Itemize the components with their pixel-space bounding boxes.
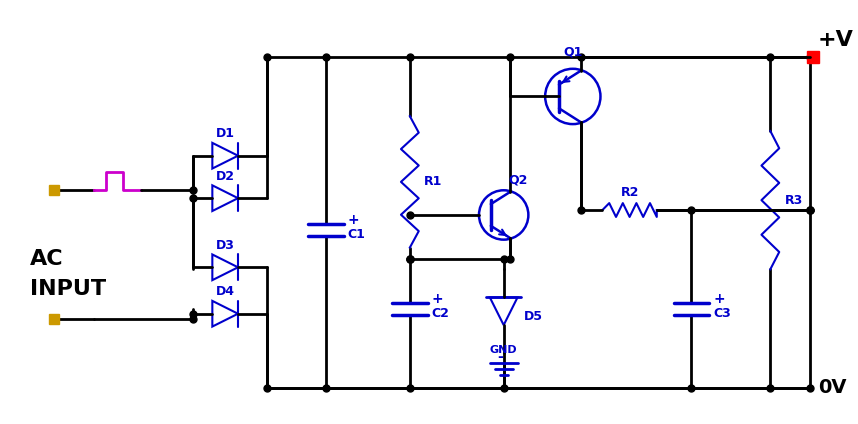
Text: AC: AC bbox=[30, 249, 63, 269]
Text: +V: +V bbox=[818, 30, 854, 50]
Text: D1: D1 bbox=[215, 128, 235, 140]
Text: +: + bbox=[713, 292, 725, 306]
Text: R2: R2 bbox=[620, 186, 639, 199]
Text: Q1: Q1 bbox=[563, 45, 583, 59]
Text: GND: GND bbox=[490, 345, 517, 355]
Text: INPUT: INPUT bbox=[30, 279, 106, 299]
Text: D5: D5 bbox=[523, 310, 542, 323]
Text: D2: D2 bbox=[215, 170, 235, 183]
Text: Q2: Q2 bbox=[509, 174, 528, 187]
Text: +: + bbox=[432, 292, 444, 306]
Text: D3: D3 bbox=[215, 239, 234, 252]
Text: D4: D4 bbox=[215, 285, 235, 298]
Text: R3: R3 bbox=[785, 194, 803, 206]
Text: C2: C2 bbox=[432, 307, 450, 320]
Text: +: + bbox=[347, 213, 360, 227]
Text: -: - bbox=[497, 350, 503, 364]
Text: R1: R1 bbox=[424, 176, 442, 188]
Text: C3: C3 bbox=[713, 307, 731, 320]
Text: C1: C1 bbox=[347, 228, 366, 241]
Text: 0V: 0V bbox=[818, 378, 846, 397]
